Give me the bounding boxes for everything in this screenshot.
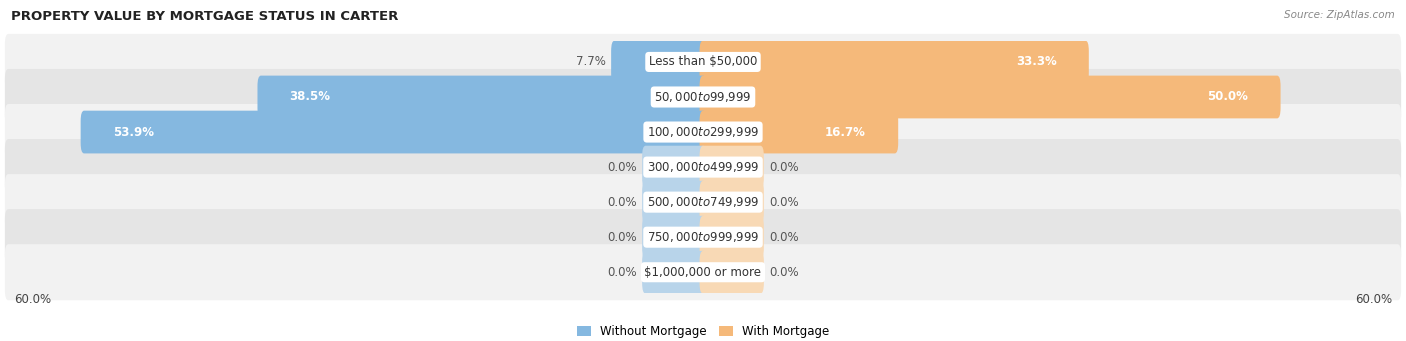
Text: 0.0%: 0.0% — [607, 231, 637, 244]
FancyBboxPatch shape — [700, 76, 1281, 118]
Text: 16.7%: 16.7% — [825, 125, 866, 138]
FancyBboxPatch shape — [643, 251, 706, 294]
Text: 0.0%: 0.0% — [769, 231, 799, 244]
FancyBboxPatch shape — [80, 111, 706, 153]
Text: Source: ZipAtlas.com: Source: ZipAtlas.com — [1284, 10, 1395, 20]
Text: $50,000 to $99,999: $50,000 to $99,999 — [654, 90, 752, 104]
Text: 0.0%: 0.0% — [769, 266, 799, 279]
FancyBboxPatch shape — [4, 104, 1402, 160]
FancyBboxPatch shape — [4, 174, 1402, 230]
Text: 33.3%: 33.3% — [1017, 56, 1057, 69]
Text: 0.0%: 0.0% — [607, 266, 637, 279]
Text: 50.0%: 50.0% — [1208, 90, 1249, 104]
Text: $750,000 to $999,999: $750,000 to $999,999 — [647, 230, 759, 244]
Text: 38.5%: 38.5% — [290, 90, 330, 104]
FancyBboxPatch shape — [4, 139, 1402, 195]
Text: 0.0%: 0.0% — [607, 196, 637, 209]
FancyBboxPatch shape — [700, 181, 763, 223]
FancyBboxPatch shape — [643, 181, 706, 223]
FancyBboxPatch shape — [700, 146, 763, 189]
FancyBboxPatch shape — [643, 146, 706, 189]
Text: PROPERTY VALUE BY MORTGAGE STATUS IN CARTER: PROPERTY VALUE BY MORTGAGE STATUS IN CAR… — [11, 10, 399, 23]
FancyBboxPatch shape — [4, 69, 1402, 125]
FancyBboxPatch shape — [4, 244, 1402, 300]
Text: 60.0%: 60.0% — [1355, 293, 1392, 306]
Text: $100,000 to $299,999: $100,000 to $299,999 — [647, 125, 759, 139]
FancyBboxPatch shape — [700, 41, 1088, 83]
FancyBboxPatch shape — [612, 41, 706, 83]
FancyBboxPatch shape — [4, 209, 1402, 265]
FancyBboxPatch shape — [700, 251, 763, 294]
Text: 53.9%: 53.9% — [112, 125, 153, 138]
Text: Less than $50,000: Less than $50,000 — [648, 56, 758, 69]
Text: 0.0%: 0.0% — [607, 161, 637, 174]
Text: $1,000,000 or more: $1,000,000 or more — [644, 266, 762, 279]
Legend: Without Mortgage, With Mortgage: Without Mortgage, With Mortgage — [572, 321, 834, 341]
Text: 0.0%: 0.0% — [769, 196, 799, 209]
FancyBboxPatch shape — [643, 216, 706, 258]
FancyBboxPatch shape — [257, 76, 706, 118]
Text: $500,000 to $749,999: $500,000 to $749,999 — [647, 195, 759, 209]
FancyBboxPatch shape — [700, 111, 898, 153]
FancyBboxPatch shape — [4, 34, 1402, 90]
Text: 60.0%: 60.0% — [14, 293, 51, 306]
Text: 0.0%: 0.0% — [769, 161, 799, 174]
Text: $300,000 to $499,999: $300,000 to $499,999 — [647, 160, 759, 174]
Text: 7.7%: 7.7% — [575, 56, 606, 69]
FancyBboxPatch shape — [700, 216, 763, 258]
